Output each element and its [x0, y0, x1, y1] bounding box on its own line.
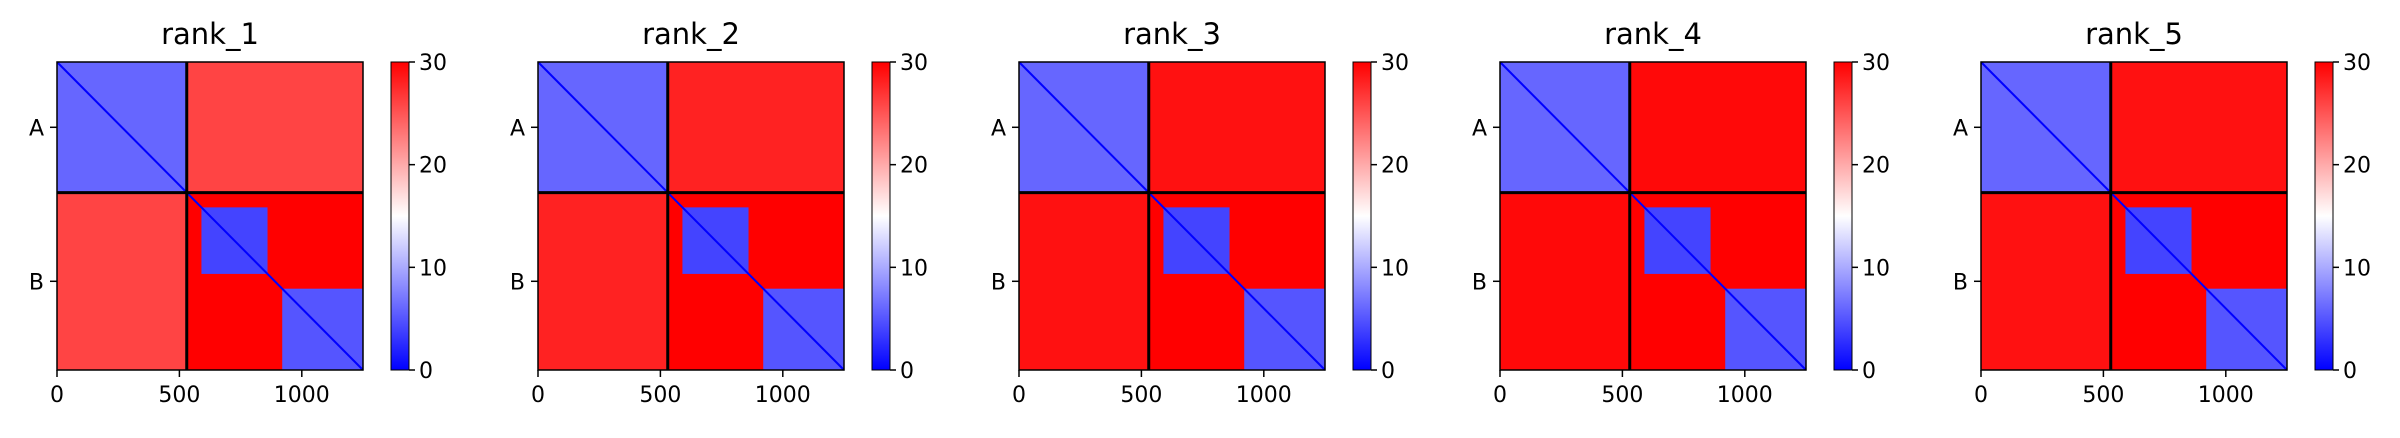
chain-label: A [1953, 116, 1968, 141]
colorbar-tick-label: 0 [1862, 359, 1876, 384]
colorbar-frame [871, 61, 891, 371]
x-tick-label: 1000 [2198, 383, 2254, 408]
panel-title: rank_4 [1604, 17, 1702, 51]
colorbar-tick-label: 30 [2343, 51, 2371, 76]
colorbar-frame [1833, 61, 1853, 371]
colorbar-tick-label: 10 [900, 256, 928, 281]
panel-rank_1: rank_1 0 500 1000 A B 0 10 20 30 [29, 17, 447, 408]
x-tick-label: 1000 [1717, 383, 1773, 408]
x-tick-label: 0 [531, 383, 545, 408]
chain-label: A [1472, 116, 1487, 141]
chain-label: B [1472, 270, 1487, 295]
colorbar-tick-label: 10 [419, 256, 447, 281]
colorbar-tick-label: 20 [2343, 154, 2371, 179]
plot-frame [1980, 61, 2288, 371]
colorbar-tick-label: 30 [1862, 51, 1890, 76]
chain-label: B [1953, 270, 1968, 295]
colorbar [872, 62, 890, 370]
colorbar-tick-label: 20 [1862, 154, 1890, 179]
colorbar-tick-label: 0 [900, 359, 914, 384]
panel-title: rank_1 [161, 17, 259, 51]
panel-title: rank_3 [1123, 17, 1221, 51]
chain-label: A [29, 116, 44, 141]
colorbar-tick-label: 10 [1381, 256, 1409, 281]
chain-label: A [510, 116, 525, 141]
x-tick-label: 500 [2082, 383, 2124, 408]
colorbar [391, 62, 409, 370]
diagonal [1980, 61, 2288, 371]
panel-rank_3: rank_3 0 500 1000 A B 0 10 20 30 [991, 17, 1409, 408]
chain-label: A [991, 116, 1006, 141]
colorbar-tick-label: 30 [419, 51, 447, 76]
chain-label: B [991, 270, 1006, 295]
x-tick-label: 1000 [1236, 383, 1292, 408]
colorbar-frame [2314, 61, 2334, 371]
colorbar-tick-label: 10 [1862, 256, 1890, 281]
x-tick-label: 0 [1974, 383, 1988, 408]
panel-rank_5: rank_5 0 500 1000 A B 0 10 20 30 [1953, 17, 2371, 408]
colorbar-frame [1352, 61, 1372, 371]
colorbar [2315, 62, 2333, 370]
diagonal [56, 61, 364, 371]
panel-rank_4: rank_4 0 500 1000 A B 0 10 20 30 [1472, 17, 1890, 408]
x-tick-label: 0 [1493, 383, 1507, 408]
plot-frame [537, 61, 845, 371]
x-tick-label: 500 [1120, 383, 1162, 408]
plot-frame [56, 61, 364, 371]
chain-label: B [510, 270, 525, 295]
x-tick-label: 500 [158, 383, 200, 408]
colorbar-tick-label: 30 [1381, 51, 1409, 76]
x-tick-label: 1000 [755, 383, 811, 408]
chain-label: B [29, 270, 44, 295]
colorbar [1353, 62, 1371, 370]
x-tick-label: 1000 [274, 383, 330, 408]
colorbar-tick-label: 20 [1381, 154, 1409, 179]
colorbar [1834, 62, 1852, 370]
diagonal [537, 61, 845, 371]
colorbar-frame [390, 61, 410, 371]
panel-rank_2: rank_2 0 500 1000 A B 0 10 20 30 [510, 17, 928, 408]
x-tick-label: 500 [639, 383, 681, 408]
colorbar-tick-label: 0 [419, 359, 433, 384]
colorbar-tick-label: 20 [419, 154, 447, 179]
diagonal [1018, 61, 1326, 371]
plot-frame [1018, 61, 1326, 371]
colorbar-tick-label: 20 [900, 154, 928, 179]
x-tick-label: 0 [1012, 383, 1026, 408]
panel-title: rank_2 [642, 17, 740, 51]
panel-title: rank_5 [2085, 17, 2183, 51]
colorbar-tick-label: 0 [2343, 359, 2357, 384]
colorbar-tick-label: 0 [1381, 359, 1395, 384]
colorbar-tick-label: 30 [900, 51, 928, 76]
diagonal [1499, 61, 1807, 371]
plot-frame [1499, 61, 1807, 371]
x-tick-label: 500 [1601, 383, 1643, 408]
x-tick-label: 0 [50, 383, 64, 408]
colorbar-tick-label: 10 [2343, 256, 2371, 281]
